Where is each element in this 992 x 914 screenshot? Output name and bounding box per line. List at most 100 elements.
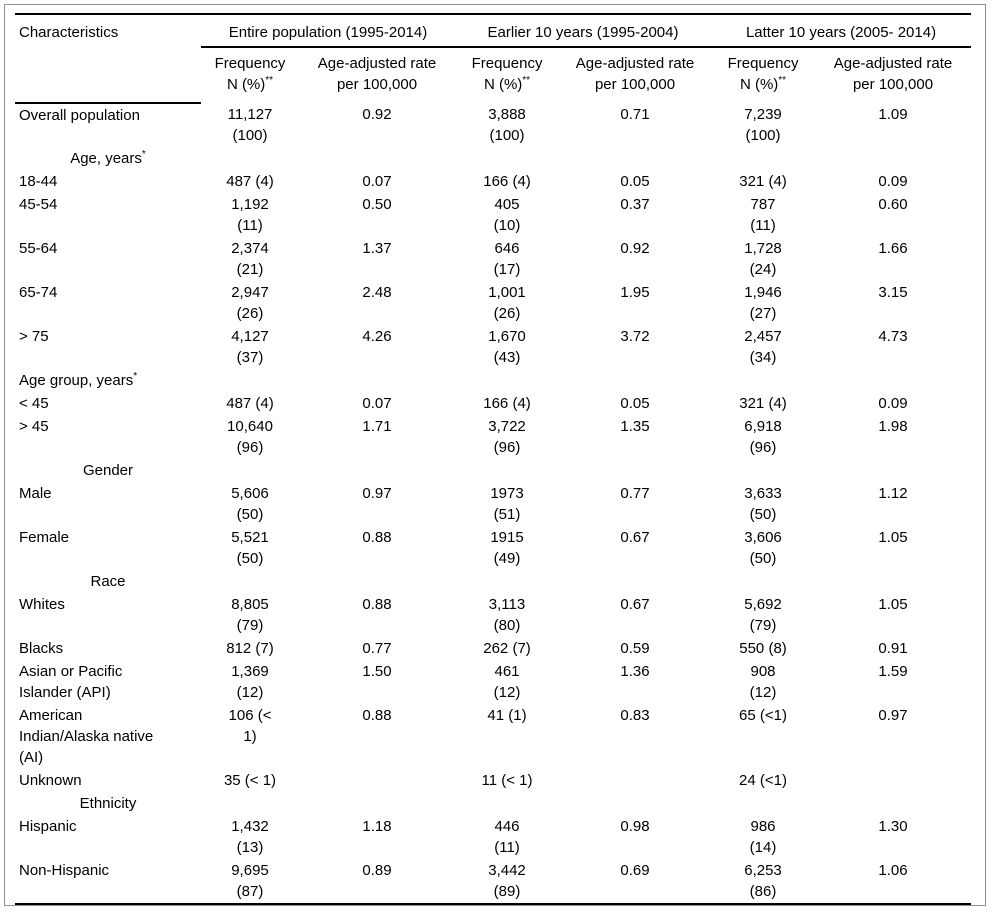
cell: 0.60 xyxy=(878,196,908,213)
table-row: > 75 4,127 (37) 4.26 1,670 (43) 3.72 2,457 (3… xyxy=(15,325,971,369)
cell xyxy=(815,570,971,593)
label-text: 65-74 xyxy=(19,284,58,301)
footnote-marker: * xyxy=(133,371,138,382)
cell: 10,640 (96) xyxy=(227,418,273,456)
cell xyxy=(201,459,299,482)
frequency-footnote-marker: ** xyxy=(778,75,787,86)
section-label: Race xyxy=(15,570,201,593)
cell xyxy=(711,369,815,392)
cell: 321 (4) xyxy=(739,395,787,412)
cell: 0.83 xyxy=(620,707,650,724)
cell xyxy=(299,369,455,392)
cell: 4.73 xyxy=(878,328,908,345)
frequency-label: Frequency N (%) xyxy=(214,55,286,93)
cell: 1,369 (12) xyxy=(231,663,269,701)
col-header-frequency-earlier: Frequency N (%)** xyxy=(455,47,559,103)
cell: 1.12 xyxy=(878,485,908,502)
label-text: Hispanic xyxy=(19,818,77,835)
cell: 0.97 xyxy=(362,485,392,502)
table-row: Female 5,521 (50) 0.88 1915 (49) 0.67 3,606 (… xyxy=(15,526,971,570)
cell: 1,192 (11) xyxy=(231,196,269,234)
cell: 0.88 xyxy=(362,529,392,546)
row-label: 18-44 xyxy=(15,170,201,193)
cell: 446 (11) xyxy=(494,818,520,856)
cell xyxy=(559,792,711,815)
cell: 1,670 (43) xyxy=(488,328,526,366)
cell xyxy=(201,570,299,593)
cell xyxy=(815,769,971,792)
col-group-latter-10-years: Latter 10 years (2005- 2014) xyxy=(711,14,972,48)
table-row: Blacks 812 (7) 0.77 262 (7) 0.59 550 (8) 0.91 xyxy=(15,637,971,660)
cell: 106 (< 1) xyxy=(228,707,272,745)
cell: 1.66 xyxy=(878,240,908,257)
section-row: Age group, years* xyxy=(15,369,971,392)
row-label: > 45 xyxy=(15,415,201,459)
cell xyxy=(815,792,971,815)
label-text: Blacks xyxy=(19,640,64,657)
cell: 6,253 (86) xyxy=(744,862,782,900)
cell xyxy=(559,369,711,392)
table-row: Non-Hispanic 9,695 (87) 0.89 3,442 (89) 0.69… xyxy=(15,859,971,904)
cell: 7,239 (100) xyxy=(744,106,782,144)
cell: 0.91 xyxy=(878,640,908,657)
row-label: Female xyxy=(15,526,201,570)
cell: 4.26 xyxy=(362,328,392,345)
cell: 405 (10) xyxy=(493,196,521,234)
row-label: 45-54 xyxy=(15,193,201,237)
cell: 787 (11) xyxy=(750,196,776,234)
cell: 3,722 (96) xyxy=(488,418,526,456)
cell: 1.98 xyxy=(878,418,908,435)
row-label: Asian or Pacific Islander (API) xyxy=(15,660,201,704)
cell: 166 (4) xyxy=(483,173,531,190)
cell: 3,888 (100) xyxy=(488,106,526,144)
cell: 1,728 (24) xyxy=(744,240,782,278)
label-text: Age group, years xyxy=(19,372,134,389)
cell: 0.67 xyxy=(620,529,650,546)
cell: 3.72 xyxy=(620,328,650,345)
cell: 2.48 xyxy=(362,284,392,301)
cell: 646 (17) xyxy=(493,240,521,278)
cell: 1,001 (26) xyxy=(488,284,526,322)
table-row: American Indian/Alaska native (AI) 106 (<… xyxy=(15,704,971,769)
table-row: Male 5,606 (50) 0.97 1973 (51) 0.77 3,633 (50… xyxy=(15,482,971,526)
col-header-frequency-latter: Frequency N (%)** xyxy=(711,47,815,103)
cell xyxy=(711,147,815,170)
cell: 35 (< 1) xyxy=(223,772,277,789)
cell: 65 (<1) xyxy=(739,707,787,724)
cell xyxy=(711,459,815,482)
cell: 1,946 (27) xyxy=(744,284,782,322)
cell xyxy=(559,147,711,170)
frequency-label: Frequency N (%) xyxy=(727,55,799,93)
cell: 3,633 (50) xyxy=(744,485,782,523)
row-label: Whites xyxy=(15,593,201,637)
cell: 11,127 (100) xyxy=(227,106,273,144)
cell: 1.05 xyxy=(878,596,908,613)
table-row: 18-44 487 (4) 0.07 166 (4) 0.05 321 (4) 0.09 xyxy=(15,170,971,193)
cell: 0.05 xyxy=(620,173,650,190)
table-row: 65-74 2,947 (26) 2.48 1,001 (26) 1.95 1,946 (… xyxy=(15,281,971,325)
col-header-rate-entire: Age-adjusted rate per 100,000 xyxy=(317,55,437,93)
cell: 0.59 xyxy=(620,640,650,657)
cell: 461 (12) xyxy=(493,663,521,701)
cell: 5,692 (79) xyxy=(744,596,782,634)
cell: 5,521 (50) xyxy=(231,529,269,567)
label-text: Race xyxy=(90,573,126,590)
section-row: Ethnicity xyxy=(15,792,971,815)
cell: 550 (8) xyxy=(739,640,787,657)
cell xyxy=(201,147,299,170)
cell: 1915 (49) xyxy=(490,529,524,567)
cell xyxy=(711,570,815,593)
cell: 487 (4) xyxy=(226,173,274,190)
cell: 4,127 (37) xyxy=(231,328,269,366)
cell xyxy=(455,570,559,593)
table-row: Asian or Pacific Islander (API) 1,369 (12… xyxy=(15,660,971,704)
row-label: < 45 xyxy=(15,392,201,415)
label-text: American Indian/Alaska native (AI) xyxy=(19,707,154,766)
section-label: Gender xyxy=(15,459,201,482)
table-row: Hispanic 1,432 (13) 1.18 446 (11) 0.98 986 (1… xyxy=(15,815,971,859)
frequency-footnote-marker: ** xyxy=(522,75,531,86)
cell xyxy=(299,570,455,593)
cell: 1.59 xyxy=(878,663,908,680)
cell: 0.71 xyxy=(620,106,650,123)
cell: 3,113 (80) xyxy=(488,596,526,634)
